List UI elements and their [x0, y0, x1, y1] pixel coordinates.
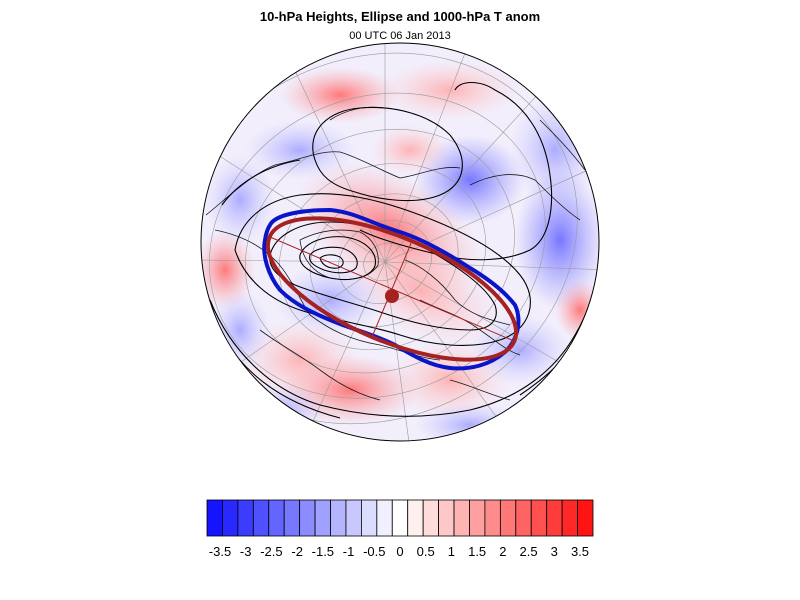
- colorbar-box: [484, 499, 501, 537]
- colorbar-box: [222, 499, 239, 537]
- colorbar-box: [438, 499, 455, 537]
- chart-title: 10-hPa Heights, Ellipse and 1000-hPa T a…: [259, 9, 541, 24]
- colorbar-tick-label: -0.5: [363, 544, 385, 559]
- colorbar-tick-label: -3.5: [209, 544, 231, 559]
- fitted-ellipse: [265, 216, 519, 362]
- colorbar-tick-label: -1: [343, 544, 355, 559]
- colorbar-box: [499, 499, 517, 537]
- colorbar-tick-label: 3: [551, 544, 558, 559]
- colorbar-boxes: [206, 499, 594, 537]
- colorbar-labels: -3.5 -3 -2.5 -2 -1.5 -1 -0.5 0 0.5 1 1.5 2 2.5 3 3.5: [209, 544, 589, 559]
- colorbar-tick-label: 1: [448, 544, 455, 559]
- colorbar-box: [376, 499, 393, 537]
- colorbar-tick-label: 2.5: [520, 544, 538, 559]
- colorbar-box: [391, 499, 409, 537]
- colorbar-box: [561, 499, 578, 537]
- colorbar-tick-label: -2: [291, 544, 303, 559]
- colorbar-box: [314, 499, 331, 537]
- colorbar-tick-label: 1.5: [468, 544, 486, 559]
- colorbar-box: [330, 499, 347, 537]
- colorbar-tick-label: 2: [499, 544, 506, 559]
- colorbar-tick-label: -3: [240, 544, 252, 559]
- colorbar-box: [206, 499, 223, 537]
- colorbar-box: [299, 499, 316, 537]
- colorbar-box: [530, 499, 548, 537]
- colorbar-tick-label: 0: [396, 544, 403, 559]
- globe-outline: [200, 42, 600, 442]
- colorbar-box: [407, 499, 424, 537]
- colorbar-tick-label: -2.5: [260, 544, 282, 559]
- colorbar-box: [515, 499, 532, 537]
- colorbar-box: [546, 499, 563, 537]
- chart-subtitle: 00 UTC 06 Jan 2013: [349, 30, 451, 42]
- colorbar-tick-label: 0.5: [417, 544, 435, 559]
- colorbar-box: [268, 499, 285, 537]
- colorbar-box: [422, 499, 440, 537]
- colorbar-box: [283, 499, 301, 537]
- colorbar-tick-label: 3.5: [571, 544, 589, 559]
- colorbar-box: [345, 499, 362, 537]
- ellipse-centroid: [385, 289, 399, 303]
- colorbar-box: [469, 499, 486, 537]
- colorbar-box: [252, 499, 270, 537]
- colorbar-tick-label: -1.5: [312, 544, 334, 559]
- colorbar-box: [453, 499, 470, 537]
- polar-map: [200, 42, 600, 442]
- vortex-edge-contour: [262, 207, 521, 371]
- colorbar-box: [577, 499, 594, 537]
- colorbar-box: [237, 499, 254, 537]
- colorbar-box: [360, 499, 378, 537]
